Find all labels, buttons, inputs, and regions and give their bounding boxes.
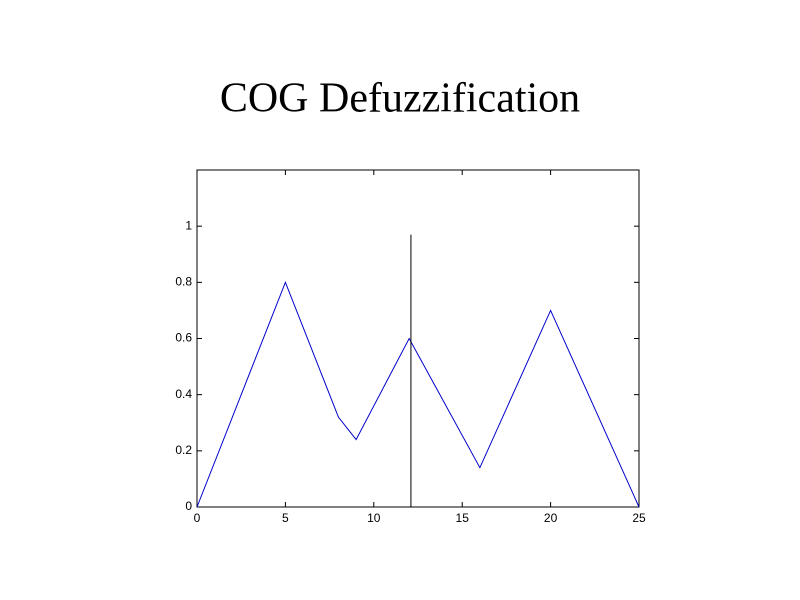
y-tick-label: 0.6: [175, 331, 192, 345]
x-tick-label: 5: [282, 511, 289, 525]
x-tick-label: 10: [367, 511, 381, 525]
y-tick-label: 1: [185, 218, 192, 232]
x-tick-label: 0: [194, 511, 201, 525]
y-tick-label: 0.4: [175, 387, 192, 401]
x-tick-label: 20: [544, 511, 558, 525]
chart-title: COG Defuzzification: [220, 76, 580, 122]
x-tick-label: 25: [632, 511, 646, 525]
y-tick-label: 0.2: [175, 443, 192, 457]
x-tick-label: 15: [456, 511, 470, 525]
data-line: [196, 280, 640, 508]
y-tick-label: 0: [185, 499, 192, 513]
y-tick-label: 0.8: [175, 275, 192, 289]
